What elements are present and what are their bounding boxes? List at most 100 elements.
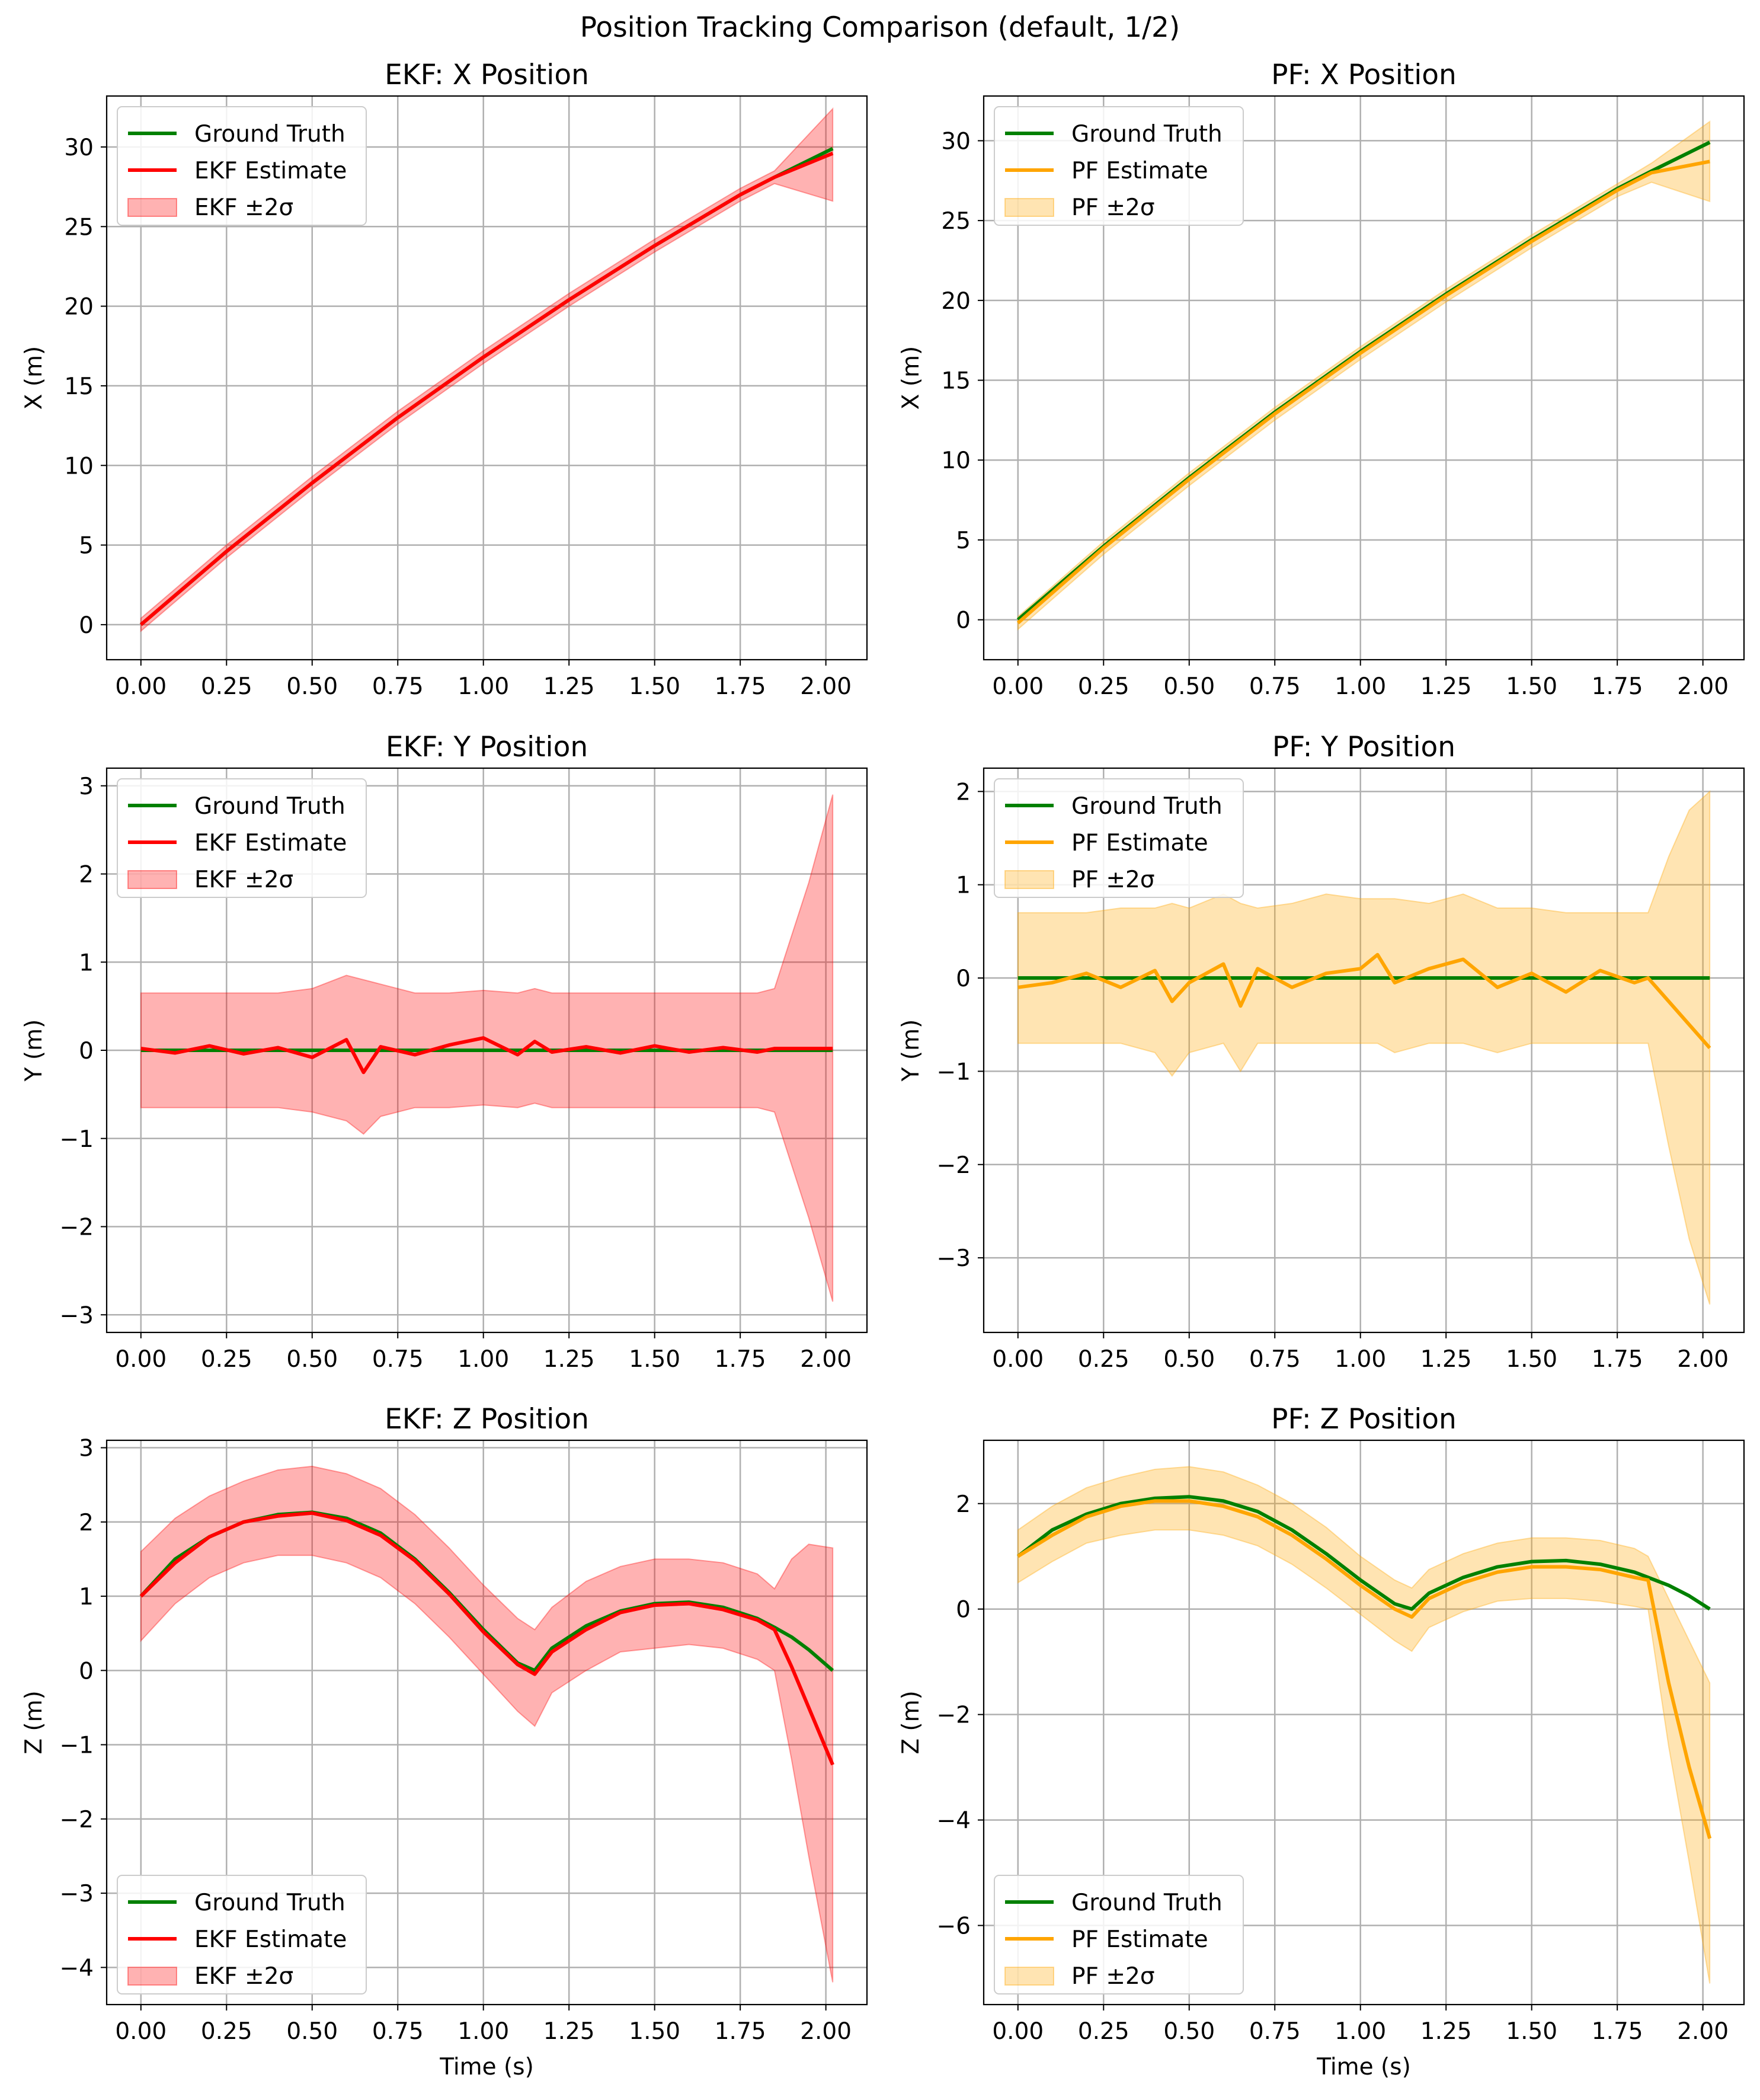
- x-tick-label: 1.50: [1506, 1346, 1557, 1373]
- y-axis-label: Z (m): [21, 1690, 47, 1754]
- legend-label: Ground Truth: [1071, 793, 1223, 820]
- x-tick-label: 1.25: [543, 1346, 595, 1373]
- legend: Ground Truth EKF Estimate EKF ±2σ: [117, 778, 367, 898]
- x-axis: 0.00 0.25 0.50 0.75 1.00 1.25 1.50 1.75 2.00: [115, 1332, 852, 1373]
- axes-frame: [105, 1439, 868, 2006]
- y-axis-label: Y (m): [21, 1019, 47, 1082]
- x-tick-label: 0.75: [372, 673, 424, 700]
- legend-label: EKF Estimate: [194, 1926, 347, 1953]
- legend-label: EKF ±2σ: [194, 194, 293, 221]
- legend-label: PF ±2σ: [1071, 1963, 1155, 1990]
- estimate-line: [1016, 159, 1710, 625]
- legend-label: Ground Truth: [1071, 121, 1223, 148]
- x-axis: 0.00 0.25 0.50 0.75 1.00 1.25 1.50 1.75 2.00: [992, 1332, 1729, 1373]
- legend-box: [994, 1875, 1244, 1994]
- legend-swatch-band: [1004, 870, 1054, 889]
- y-tick-label: −2: [937, 1702, 971, 1729]
- legend-label: PF Estimate: [1071, 158, 1208, 184]
- legend: Ground Truth PF Estimate PF ±2σ: [994, 106, 1244, 226]
- y-tick-label: −1: [60, 1126, 94, 1153]
- figure-title: Position Tracking Comparison (default, 1…: [580, 11, 1180, 44]
- subplot-2: 0.00 0.25 0.50 0.75 1.00 1.25 1.50 1.75 2.00 0 5 10…: [898, 59, 1745, 700]
- y-tick-label: 0: [956, 966, 971, 992]
- x-tick-label: 0.25: [1078, 673, 1129, 700]
- y-tick-label: 2: [79, 862, 94, 888]
- legend-box: [994, 106, 1244, 226]
- legend-label: PF Estimate: [1071, 1926, 1208, 1953]
- x-tick-label: 1.25: [543, 2018, 595, 2045]
- x-tick-label: 1.00: [457, 1346, 509, 1373]
- x-tick-label: 1.00: [1335, 673, 1386, 700]
- x-tick-label: 0.00: [115, 1346, 167, 1373]
- legend-box: [994, 778, 1244, 898]
- y-tick-label: 1: [79, 950, 94, 976]
- subplot-title: PF: Z Position: [1271, 1403, 1457, 1436]
- y-tick-label: −6: [937, 1913, 971, 1940]
- x-tick-label: 0.00: [115, 2018, 167, 2045]
- uncertainty-band: [1017, 790, 1711, 1305]
- x-tick-label: 1.50: [629, 673, 680, 700]
- subplot-5: 0.00 0.25 0.50 0.75 1.00 1.25 1.50 1.75 2.00 −4 −3…: [21, 1403, 868, 2080]
- legend-box: [117, 106, 367, 226]
- x-tick-label: 0.75: [372, 2018, 424, 2045]
- subplot-title: PF: Y Position: [1272, 731, 1455, 763]
- y-tick-label: 25: [941, 208, 971, 235]
- y-axis-label: Z (m): [898, 1690, 924, 1754]
- legend-label: PF ±2σ: [1071, 194, 1155, 221]
- legend-box: [117, 1875, 367, 1994]
- y-tick-label: 2: [956, 779, 971, 806]
- x-tick-label: 1.25: [1420, 673, 1472, 700]
- x-tick-label: 0.75: [1249, 1346, 1301, 1373]
- legend-label: EKF Estimate: [194, 158, 347, 184]
- x-tick-label: 1.00: [457, 2018, 509, 2045]
- plot-area: [139, 1465, 834, 1983]
- x-tick-label: 0.00: [115, 673, 167, 700]
- y-axis-label: X (m): [21, 346, 47, 410]
- subplot-title: EKF: Y Position: [386, 731, 588, 763]
- legend-label: EKF Estimate: [194, 830, 347, 856]
- subplot-1: 0.00 0.25 0.50 0.75 1.00 1.25 1.50 1.75 2.00 0 5 10…: [21, 59, 868, 700]
- y-tick-label: 25: [64, 214, 94, 241]
- y-tick-label: 0: [79, 612, 94, 639]
- x-tick-label: 1.50: [629, 1346, 680, 1373]
- legend-swatch-band: [1004, 198, 1054, 217]
- uncertainty-band: [140, 1465, 834, 1983]
- legend-swatch-band: [1004, 1967, 1054, 1986]
- axes-frame: [983, 1439, 1745, 2006]
- y-tick-label: 0: [956, 1597, 971, 1623]
- ground-truth-line: [1016, 1495, 1711, 1611]
- x-tick-label: 2.00: [1677, 1346, 1729, 1373]
- y-tick-label: 2: [956, 1491, 971, 1518]
- legend-label: EKF ±2σ: [194, 1963, 293, 1990]
- y-tick-label: 3: [79, 773, 94, 800]
- x-tick-label: 2.00: [800, 673, 852, 700]
- plot-area: [1016, 120, 1711, 631]
- y-axis: −6 −4 −2 0 2: [937, 1491, 984, 1940]
- y-tick-label: 15: [64, 373, 94, 400]
- legend: Ground Truth EKF Estimate EKF ±2σ: [117, 106, 367, 226]
- legend: Ground Truth PF Estimate PF ±2σ: [994, 1875, 1244, 1994]
- y-tick-label: 10: [64, 453, 94, 480]
- panels: 0.00 0.25 0.50 0.75 1.00 1.25 1.50 1.75 2.000510…: [21, 59, 1745, 2080]
- x-tick-label: 0.25: [1078, 1346, 1129, 1373]
- x-tick-label: 1.50: [1506, 673, 1557, 700]
- x-tick-label: 1.75: [715, 1346, 766, 1373]
- x-tick-label: 1.00: [457, 673, 509, 700]
- y-tick-label: 10: [941, 448, 971, 474]
- y-tick-label: 20: [64, 294, 94, 321]
- y-tick-label: −4: [937, 1808, 971, 1834]
- x-tick-label: 0.50: [286, 1346, 338, 1373]
- subplot-title: EKF: X Position: [385, 59, 589, 91]
- estimate-line: [139, 151, 834, 627]
- x-axis: 0.00 0.25 0.50 0.75 1.00 1.25 1.50 1.75 2.00: [115, 660, 852, 700]
- subplot-3: 0.00 0.25 0.50 0.75 1.00 1.25 1.50 1.75 2.00 −3 −2…: [21, 731, 868, 1373]
- x-tick-label: 0.75: [1249, 673, 1301, 700]
- x-tick-label: 0.50: [1163, 1346, 1215, 1373]
- axes-frame: [983, 95, 1745, 661]
- axes-frame: [105, 95, 868, 661]
- legend-label: Ground Truth: [1071, 1890, 1223, 1916]
- y-tick-label: 15: [941, 368, 971, 395]
- plot-area: [139, 107, 834, 632]
- subplot-4: 0.00 0.25 0.50 0.75 1.00 1.25 1.50 1.75 2.00 −3 −2…: [898, 731, 1745, 1373]
- y-tick-label: 5: [956, 528, 971, 554]
